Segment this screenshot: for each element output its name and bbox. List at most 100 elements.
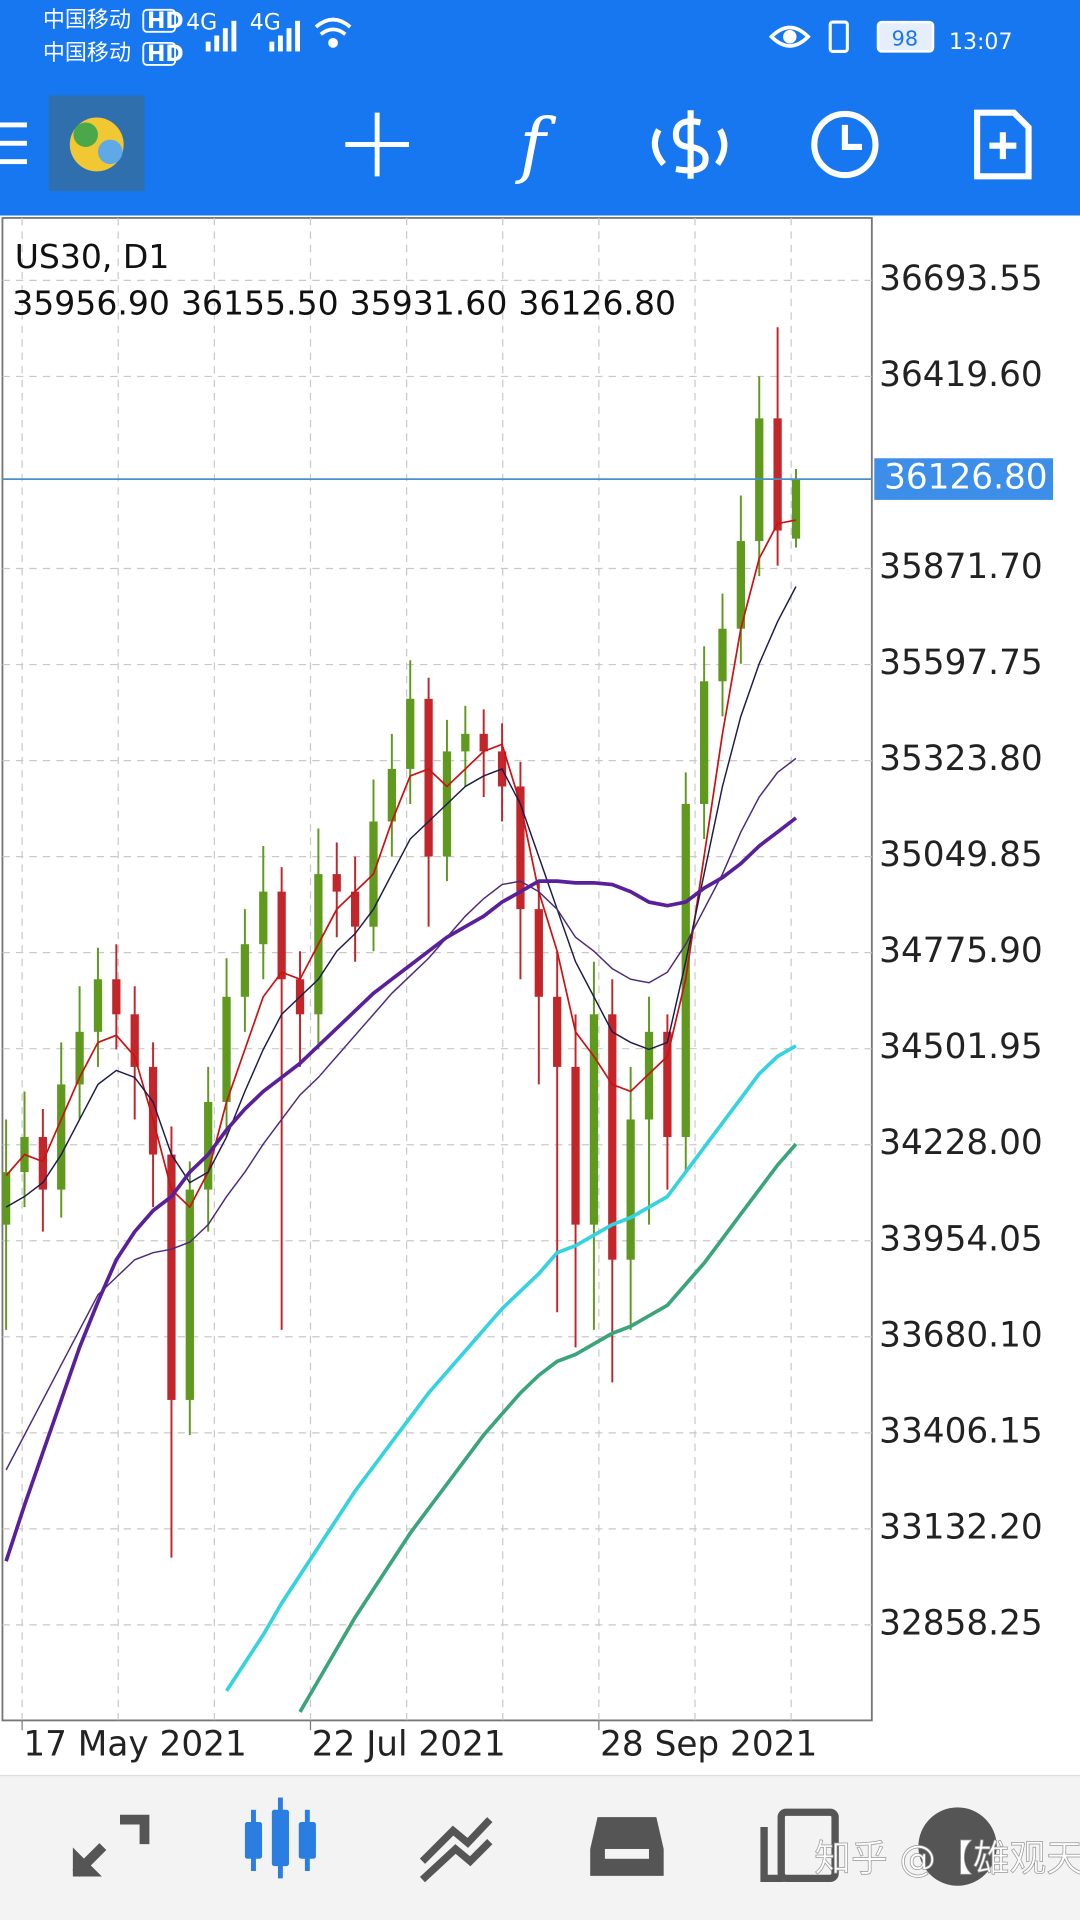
trade-tab[interactable]: [419, 1817, 493, 1883]
carrier: 中国移动: [43, 8, 131, 33]
candle-body: [773, 418, 782, 531]
menu-button[interactable]: [0, 122, 27, 165]
network-type: 4G: [186, 10, 217, 35]
candle-body: [461, 733, 470, 752]
watermark: 知乎 @【雄观天下】: [814, 1837, 1080, 1880]
axes: 36693.55 36419.60 35871.70 35597.75 35323.80…: [21, 259, 1054, 1765]
candle-body: [148, 1066, 158, 1155]
candle-body: [626, 1119, 635, 1260]
eye-icon: [768, 25, 811, 48]
x-tick-label: 28 Sep 2021: [600, 1725, 817, 1765]
candle-body: [479, 733, 488, 752]
chart-symbol: US30, D1: [15, 237, 170, 276]
current-price-tag: [874, 458, 1054, 500]
candle-body: [222, 996, 231, 1102]
trade-button[interactable]: [651, 110, 728, 179]
ohlc-open: 35956.90: [12, 284, 170, 323]
signal-icon: [205, 20, 237, 52]
y-tick-label: 35597.75: [879, 643, 1042, 683]
moving-average-line: [5, 757, 797, 1471]
y-tick-label: 33406.15: [879, 1411, 1042, 1451]
candle-body: [93, 979, 103, 1032]
plot-area: [2, 217, 872, 1721]
new-order-button[interactable]: [974, 109, 1032, 180]
candle-body: [350, 891, 360, 927]
candle-body: [259, 891, 268, 945]
hd-badge: HD: [147, 42, 184, 67]
history-button[interactable]: [811, 110, 879, 179]
candle-body: [736, 541, 746, 629]
y-tick-label: 35049.85: [879, 835, 1042, 875]
candle-body: [185, 1189, 194, 1400]
battery-level: 98: [892, 26, 918, 50]
ohlc-low: 35931.60: [350, 284, 508, 323]
candle-body: [791, 479, 801, 539]
candle-body: [663, 1031, 672, 1138]
candle-body: [57, 1084, 66, 1190]
candle-body: [38, 1137, 47, 1190]
chart-frame: [1, 217, 873, 1722]
candle-body: [130, 1014, 139, 1067]
candle-body: [699, 681, 709, 804]
ohlc-high: 36155.50: [181, 284, 339, 323]
chart-tab[interactable]: [244, 1797, 316, 1879]
history-tab[interactable]: [590, 1817, 664, 1876]
candle-body: [387, 768, 396, 822]
carrier: 中国移动: [43, 41, 131, 66]
y-tick-label: 36693.55: [879, 259, 1042, 299]
hd-badge: HD: [147, 9, 184, 34]
x-tick-label: 17 May 2021: [23, 1725, 246, 1765]
moving-average-line: [4, 816, 798, 1562]
app-logo[interactable]: [48, 95, 145, 192]
candle-body: [75, 1031, 84, 1085]
news-tab[interactable]: [760, 1808, 839, 1883]
candle-body: [516, 786, 525, 910]
y-tick-label: 36419.60: [879, 355, 1042, 395]
y-tick-label: 35871.70: [879, 547, 1042, 587]
y-tick-label: 34228.00: [879, 1123, 1042, 1163]
candle-body: [240, 944, 250, 997]
wifi-icon: [314, 17, 352, 48]
candle-body: [277, 891, 286, 980]
candle-body: [571, 1066, 580, 1225]
crosshair-button[interactable]: [345, 112, 409, 177]
candle-body: [718, 628, 727, 682]
moving-average-line: [5, 586, 797, 1208]
candle-body: [644, 1031, 654, 1120]
x-tick-label: 22 Jul 2021: [312, 1725, 506, 1765]
hd-badge-box: [142, 8, 177, 33]
vibrate-icon: [828, 20, 849, 53]
candle-body: [332, 874, 341, 892]
moving-average-line: [224, 1044, 797, 1692]
y-tick-label: 34501.95: [879, 1027, 1042, 1067]
moving-average-line: [5, 519, 797, 1209]
candle-body: [424, 698, 433, 857]
network-type: 4G: [250, 10, 281, 35]
y-tick-label: 35323.80: [879, 739, 1042, 779]
candle-body: [681, 803, 690, 1138]
candle-body: [204, 1101, 213, 1190]
y-tick-label: 32858.25: [879, 1603, 1042, 1643]
candle-body: [553, 996, 562, 1067]
y-tick-label: 34775.90: [879, 931, 1042, 971]
candle-body: [608, 1014, 617, 1260]
candle-body: [534, 909, 543, 997]
candle-body: [589, 1014, 599, 1225]
candle-body: [406, 698, 415, 769]
quotes-tab[interactable]: [72, 1814, 150, 1877]
battery-icon: [876, 20, 935, 53]
y-tick-label: 33954.05: [879, 1219, 1042, 1259]
clock: 13:07: [949, 30, 1013, 55]
bottom-nav: [0, 1775, 1080, 1920]
y-tick-label: 33680.10: [879, 1315, 1042, 1355]
candle-body: [167, 1154, 176, 1400]
signal-icon: [269, 20, 300, 52]
settings-tab[interactable]: [918, 1807, 997, 1886]
hd-badge-box: [142, 41, 177, 66]
current-price-label: 36126.80: [884, 458, 1048, 498]
y-tick-label: 33132.20: [879, 1507, 1042, 1547]
candle-body: [112, 979, 121, 1015]
